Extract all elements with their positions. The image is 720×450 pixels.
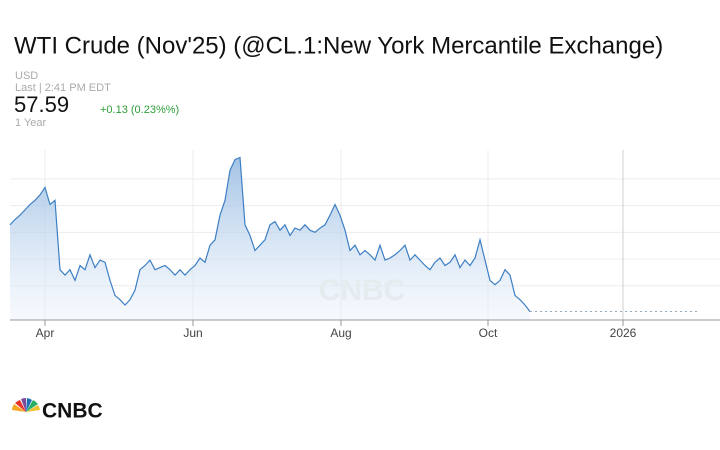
change: +0.13 (0.23%%) [100, 104, 179, 116]
last-time: Last | 2:41 PM EDT [15, 82, 111, 94]
currency: USD [15, 70, 38, 82]
area [10, 157, 530, 320]
period: 1 Year [15, 117, 47, 129]
price: 57.59 [14, 92, 69, 117]
x-tick-label: 2026 [610, 326, 637, 340]
x-tick-label: Apr [36, 326, 55, 340]
logo: CNBC [42, 400, 103, 423]
chart-title: WTI Crude (Nov'25) (@CL.1:New York Merca… [14, 32, 663, 59]
x-tick-label: Oct [479, 326, 498, 340]
x-tick-label: Aug [330, 326, 351, 340]
logo-icon [12, 398, 40, 412]
plot-area: Apr Jun Aug Oct 2026 [9, 150, 720, 340]
x-tick-label: Jun [183, 326, 202, 340]
price-line [9, 156, 531, 312]
watermark: CNBC [319, 274, 406, 307]
